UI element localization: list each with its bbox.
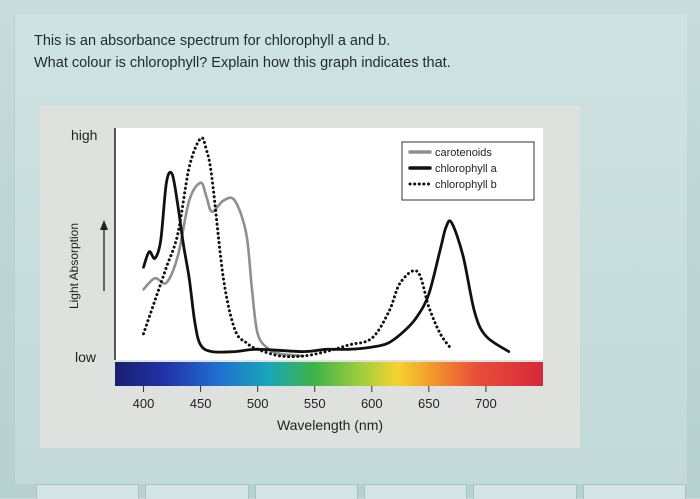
- legend-entry-label: chlorophyll a: [435, 163, 498, 175]
- x-tick-label: 550: [304, 396, 326, 411]
- legend: carotenoids chlorophyll a chlorophyll b: [401, 141, 535, 201]
- series-line-carotenoids: [142, 181, 305, 358]
- x-tick-label: 500: [247, 396, 269, 411]
- series-lines: [142, 136, 511, 359]
- question-text: This is an absorbance spectrum for chlor…: [34, 30, 654, 74]
- absorbance-spectrum-chart: high low Light Absorption Wavelength (nm…: [67, 127, 543, 433]
- answer-choices-strip: [36, 484, 686, 499]
- x-tick-label: 600: [361, 396, 383, 411]
- color-spectrum-bar: [115, 362, 543, 386]
- answer-box[interactable]: [582, 484, 686, 499]
- x-tick-labels: 400 450 500 550 600 650 700: [133, 386, 497, 411]
- x-tick-label: 700: [475, 396, 497, 411]
- y-axis-label: Light Absorption: [67, 223, 81, 309]
- answer-box[interactable]: [473, 484, 577, 499]
- y-axis-arrow-head: [100, 220, 108, 230]
- x-axis-label: Wavelength (nm): [277, 417, 383, 433]
- x-tick-label: 400: [133, 396, 155, 411]
- question-line-2: What colour is chlorophyll? Explain how …: [34, 55, 451, 71]
- x-tick-label: 450: [190, 396, 212, 411]
- absorbance-spectrum-figure: high low Light Absorption Wavelength (nm…: [40, 106, 580, 448]
- y-high-label: high: [71, 127, 97, 143]
- x-tick-label: 650: [418, 396, 440, 411]
- answer-box[interactable]: [254, 484, 358, 499]
- question-line-1: This is an absorbance spectrum for chlor…: [34, 33, 391, 49]
- series-line-chlorophyll-a: [142, 170, 511, 354]
- answer-box[interactable]: [36, 484, 140, 499]
- legend-entry-label: chlorophyll b: [435, 179, 497, 191]
- answer-box[interactable]: [145, 484, 249, 499]
- y-low-label: low: [75, 349, 97, 365]
- legend-entry-label: carotenoids: [435, 147, 492, 159]
- answer-box[interactable]: [363, 484, 468, 499]
